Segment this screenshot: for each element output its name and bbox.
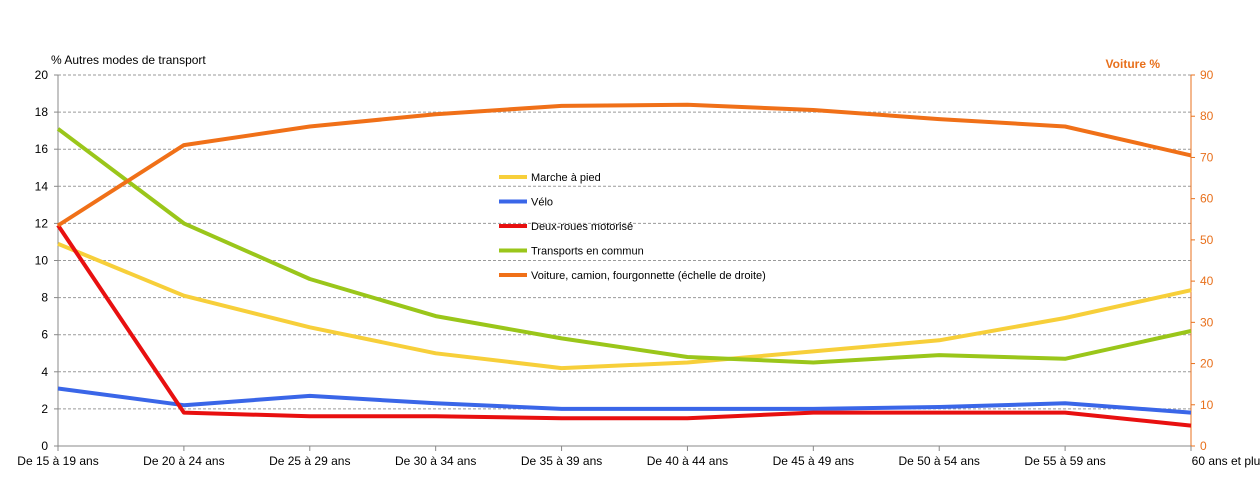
x-tick-label: De 55 à 59 ans xyxy=(1024,454,1105,468)
left-tick-label: 14 xyxy=(35,179,49,193)
x-tick-label: De 40 à 44 ans xyxy=(647,454,728,468)
x-tick-label: De 20 à 24 ans xyxy=(143,454,224,468)
right-tick-label: 0 xyxy=(1200,439,1207,453)
series-line-voiture xyxy=(56,102,1192,228)
left-tick-label: 4 xyxy=(41,365,48,379)
x-tick-label: De 25 à 29 ans xyxy=(269,454,350,468)
legend-label: Voiture, camion, fourgonnette (échelle d… xyxy=(531,270,766,282)
left-tick-label: 12 xyxy=(35,216,49,230)
left-tick-label: 0 xyxy=(41,439,48,453)
series-line-marche xyxy=(57,241,1192,371)
series-line-deuxroues xyxy=(56,224,1192,428)
x-tick-label: De 35 à 39 ans xyxy=(521,454,602,468)
right-tick-label: 90 xyxy=(1200,68,1214,82)
left-tick-label: 10 xyxy=(35,254,49,268)
left-tick-label: 20 xyxy=(35,68,49,82)
left-axis-title: % Autres modes de transport xyxy=(51,53,206,67)
right-tick-label: 20 xyxy=(1200,357,1214,371)
right-tick-label: 10 xyxy=(1200,398,1214,412)
x-tick-label: De 50 à 54 ans xyxy=(899,454,980,468)
right-tick-label: 80 xyxy=(1200,109,1214,123)
right-tick-label: 40 xyxy=(1200,274,1214,288)
series xyxy=(56,102,1192,428)
ticks: 0 2 4 6 8 10 12 14 16 18 20 0 10 20 30 40 50 60 70 80 90 De 1… xyxy=(17,68,1260,468)
x-tick-label: 60 ans et plus xyxy=(1192,454,1260,468)
right-tick-label: 70 xyxy=(1200,150,1214,164)
right-tick-label: 60 xyxy=(1200,192,1214,206)
series-line-transports xyxy=(56,127,1192,365)
right-tick-label: 30 xyxy=(1200,315,1214,329)
left-tick-label: 6 xyxy=(41,328,48,342)
series-line-vlo xyxy=(57,386,1192,415)
legend-label: Marche à pied xyxy=(531,172,601,184)
left-tick-label: 16 xyxy=(35,142,49,156)
left-tick-label: 8 xyxy=(41,291,48,305)
legend: Marche à pied Vélo Deux-roues motorisé Tran… xyxy=(499,172,766,282)
left-tick-label: 18 xyxy=(35,105,49,119)
x-tick-label: De 15 à 19 ans xyxy=(17,454,98,468)
x-tick-label: De 30 à 34 ans xyxy=(395,454,476,468)
legend-label: Vélo xyxy=(531,197,553,209)
left-tick-label: 2 xyxy=(41,402,48,416)
right-axis-title: Voiture % xyxy=(1106,57,1161,71)
x-tick-label: De 45 à 49 ans xyxy=(773,454,854,468)
right-tick-label: 50 xyxy=(1200,233,1214,247)
legend-label: Transports en commun xyxy=(531,246,644,258)
legend-label: Deux-roues motorisé xyxy=(531,221,633,233)
